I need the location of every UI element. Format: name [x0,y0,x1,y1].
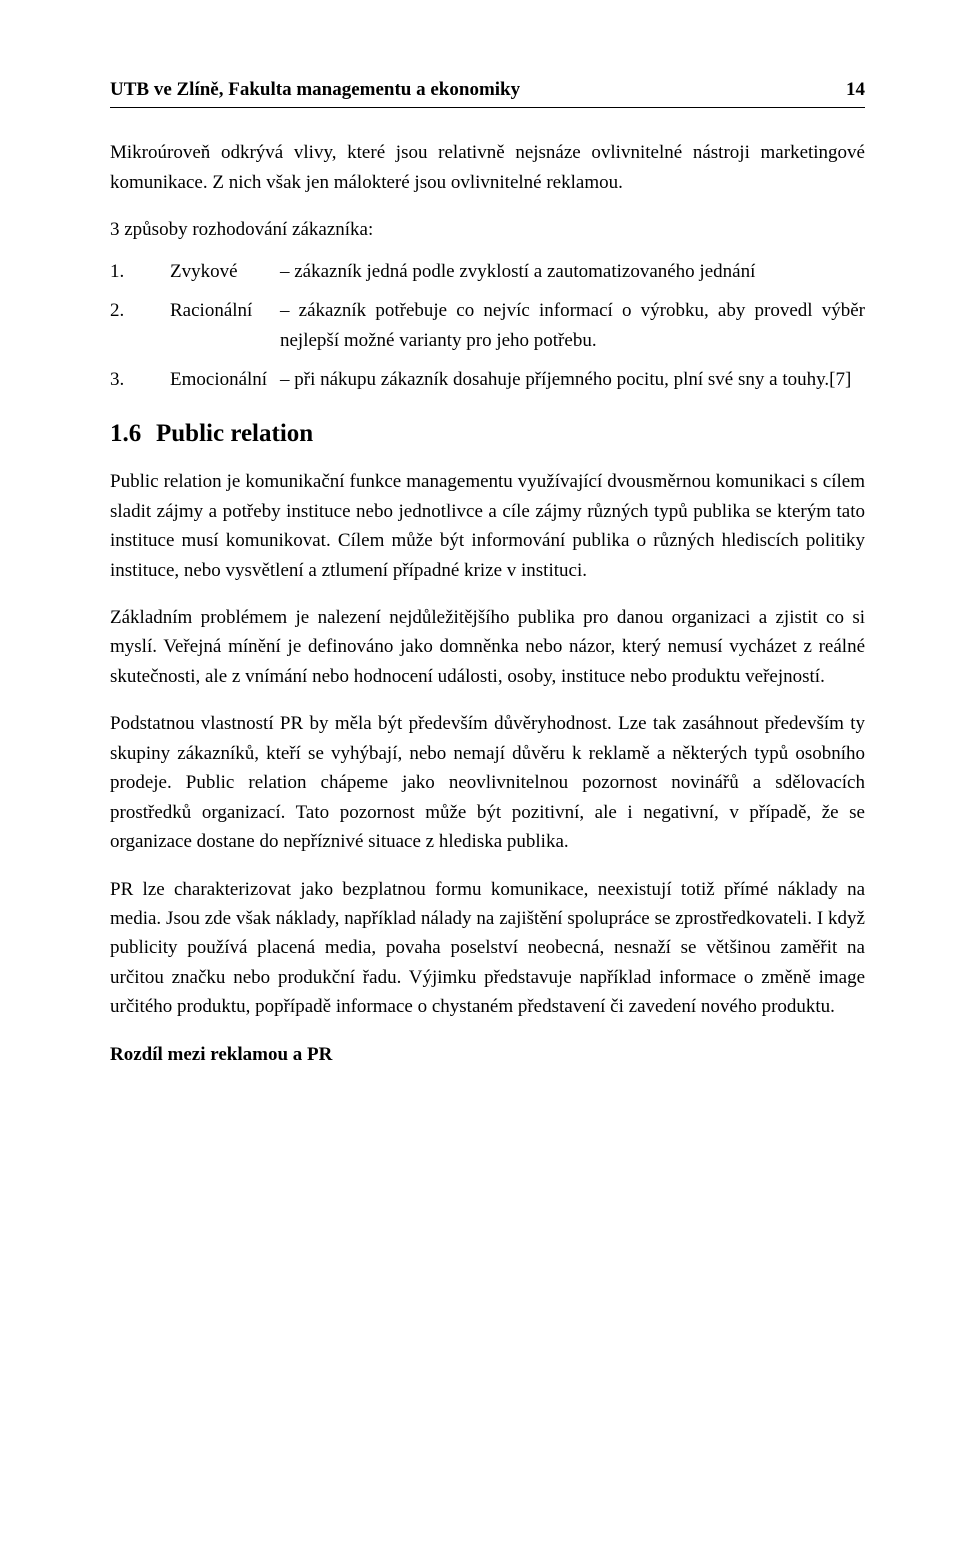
list-item-desc: – zákazník jedná podle zvyklostí a zauto… [280,257,865,286]
list-item-number: 2. [110,296,170,355]
list-heading: 3 způsoby rozhodování zákazníka: [110,215,865,244]
list-item-term: Racionální [170,296,280,355]
page: UTB ve Zlíně, Fakulta managementu a ekon… [0,0,960,1552]
body-paragraph: Základním problémem je nalezení nejdůlež… [110,603,865,691]
list-item-term: Zvykové [170,257,280,286]
section-heading: 1.6Public relation [110,415,865,454]
list-item-number: 3. [110,365,170,394]
intro-paragraph: Mikroúroveň odkrývá vlivy, které jsou re… [110,138,865,197]
list-item-desc: – při nákupu zákazník dosahuje příjemnéh… [280,365,865,394]
list-item-term: Emocionální [170,365,280,394]
decision-list: 1. Zvykové – zákazník jedná podle zvyklo… [110,257,865,395]
body-paragraph: Podstatnou vlastností PR by měla být pře… [110,709,865,856]
header-page-number: 14 [846,75,865,104]
list-item: 2. Racionální – zákazník potřebuje co ne… [110,296,865,355]
body-paragraph: Public relation je komunikační funkce ma… [110,467,865,585]
body-paragraph: PR lze charakterizovat jako bezplatnou f… [110,875,865,1022]
list-item-number: 1. [110,257,170,286]
section-number: 1.6 [110,415,156,454]
header-left: UTB ve Zlíně, Fakulta managementu a ekon… [110,75,520,104]
list-item: 1. Zvykové – zákazník jedná podle zvyklo… [110,257,865,286]
list-item-desc: – zákazník potřebuje co nejvíc informací… [280,296,865,355]
list-item: 3. Emocionální – při nákupu zákazník dos… [110,365,865,394]
section-title: Public relation [156,420,313,447]
running-header: UTB ve Zlíně, Fakulta managementu a ekon… [110,75,865,108]
closing-bold-line: Rozdíl mezi reklamou a PR [110,1040,865,1069]
